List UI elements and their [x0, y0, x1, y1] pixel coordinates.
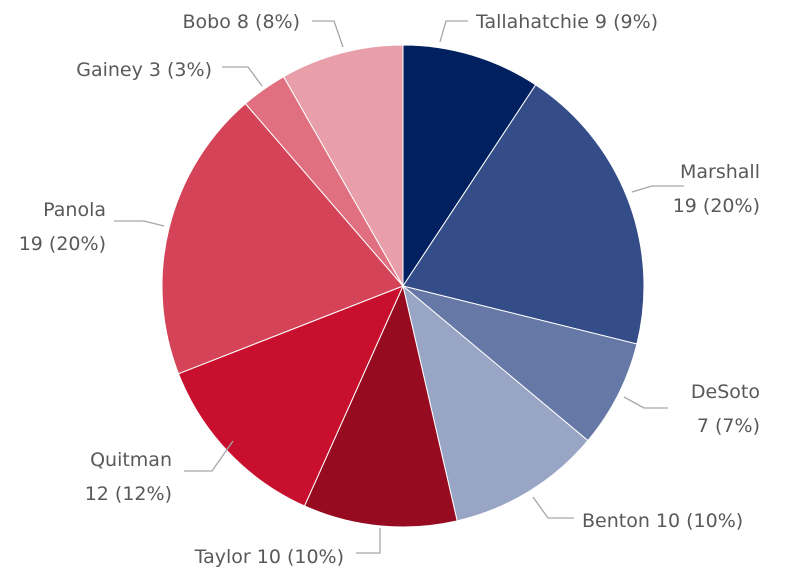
leader-line-desoto: [623, 396, 668, 409]
pie-slice-quitman: [177, 285, 404, 507]
data-label-marshall-line-1: Marshall: [680, 161, 760, 183]
data-label-panola-line-1: Panola: [43, 199, 106, 221]
data-label-taylor: Taylor 10 (10%): [194, 546, 344, 568]
pie-slices: [161, 44, 645, 528]
data-label-bobo: Bobo 8 (8%): [183, 11, 300, 33]
data-label-desoto-line-2: 7 (7%): [697, 415, 760, 437]
leader-line-bobo: [312, 20, 344, 48]
pie-slice-marshall: [402, 84, 645, 345]
data-label-benton: Benton 10 (10%): [582, 510, 743, 532]
data-label-desoto-line-1: DeSoto: [691, 381, 760, 403]
leader-line-marshall: [631, 185, 684, 193]
data-label-gainey: Gainey 3 (3%): [76, 59, 212, 81]
pie-slice-panola: [161, 102, 404, 375]
data-label-quitman-line-1: Quitman: [90, 449, 172, 471]
data-label-marshall-line-2: 19 (20%): [673, 195, 760, 217]
leader-line-taylor: [356, 528, 381, 554]
leader-line-gainey: [222, 66, 263, 87]
data-label-quitman-line-2: 12 (12%): [85, 483, 172, 505]
data-label-tallahatchie: Tallahatchie 9 (9%): [475, 11, 658, 33]
pie-slice-bobo: [282, 44, 404, 288]
leader-line-quitman: [184, 440, 234, 472]
data-labels: Tallahatchie 9 (9%) Marshall 19 (20%) DeSot…: [19, 11, 760, 568]
leader-line-panola: [114, 220, 165, 227]
pie-slice-tallahatchie: [402, 44, 537, 288]
pie-slice-benton: [402, 284, 589, 522]
data-label-panola-line-2: 19 (20%): [19, 233, 106, 255]
leader-line-benton: [532, 496, 574, 519]
leader-line-tallahatchie: [439, 20, 468, 43]
pie-slice-desoto: [402, 285, 638, 442]
leader-lines: [114, 20, 684, 554]
pie-slice-taylor: [303, 284, 458, 528]
